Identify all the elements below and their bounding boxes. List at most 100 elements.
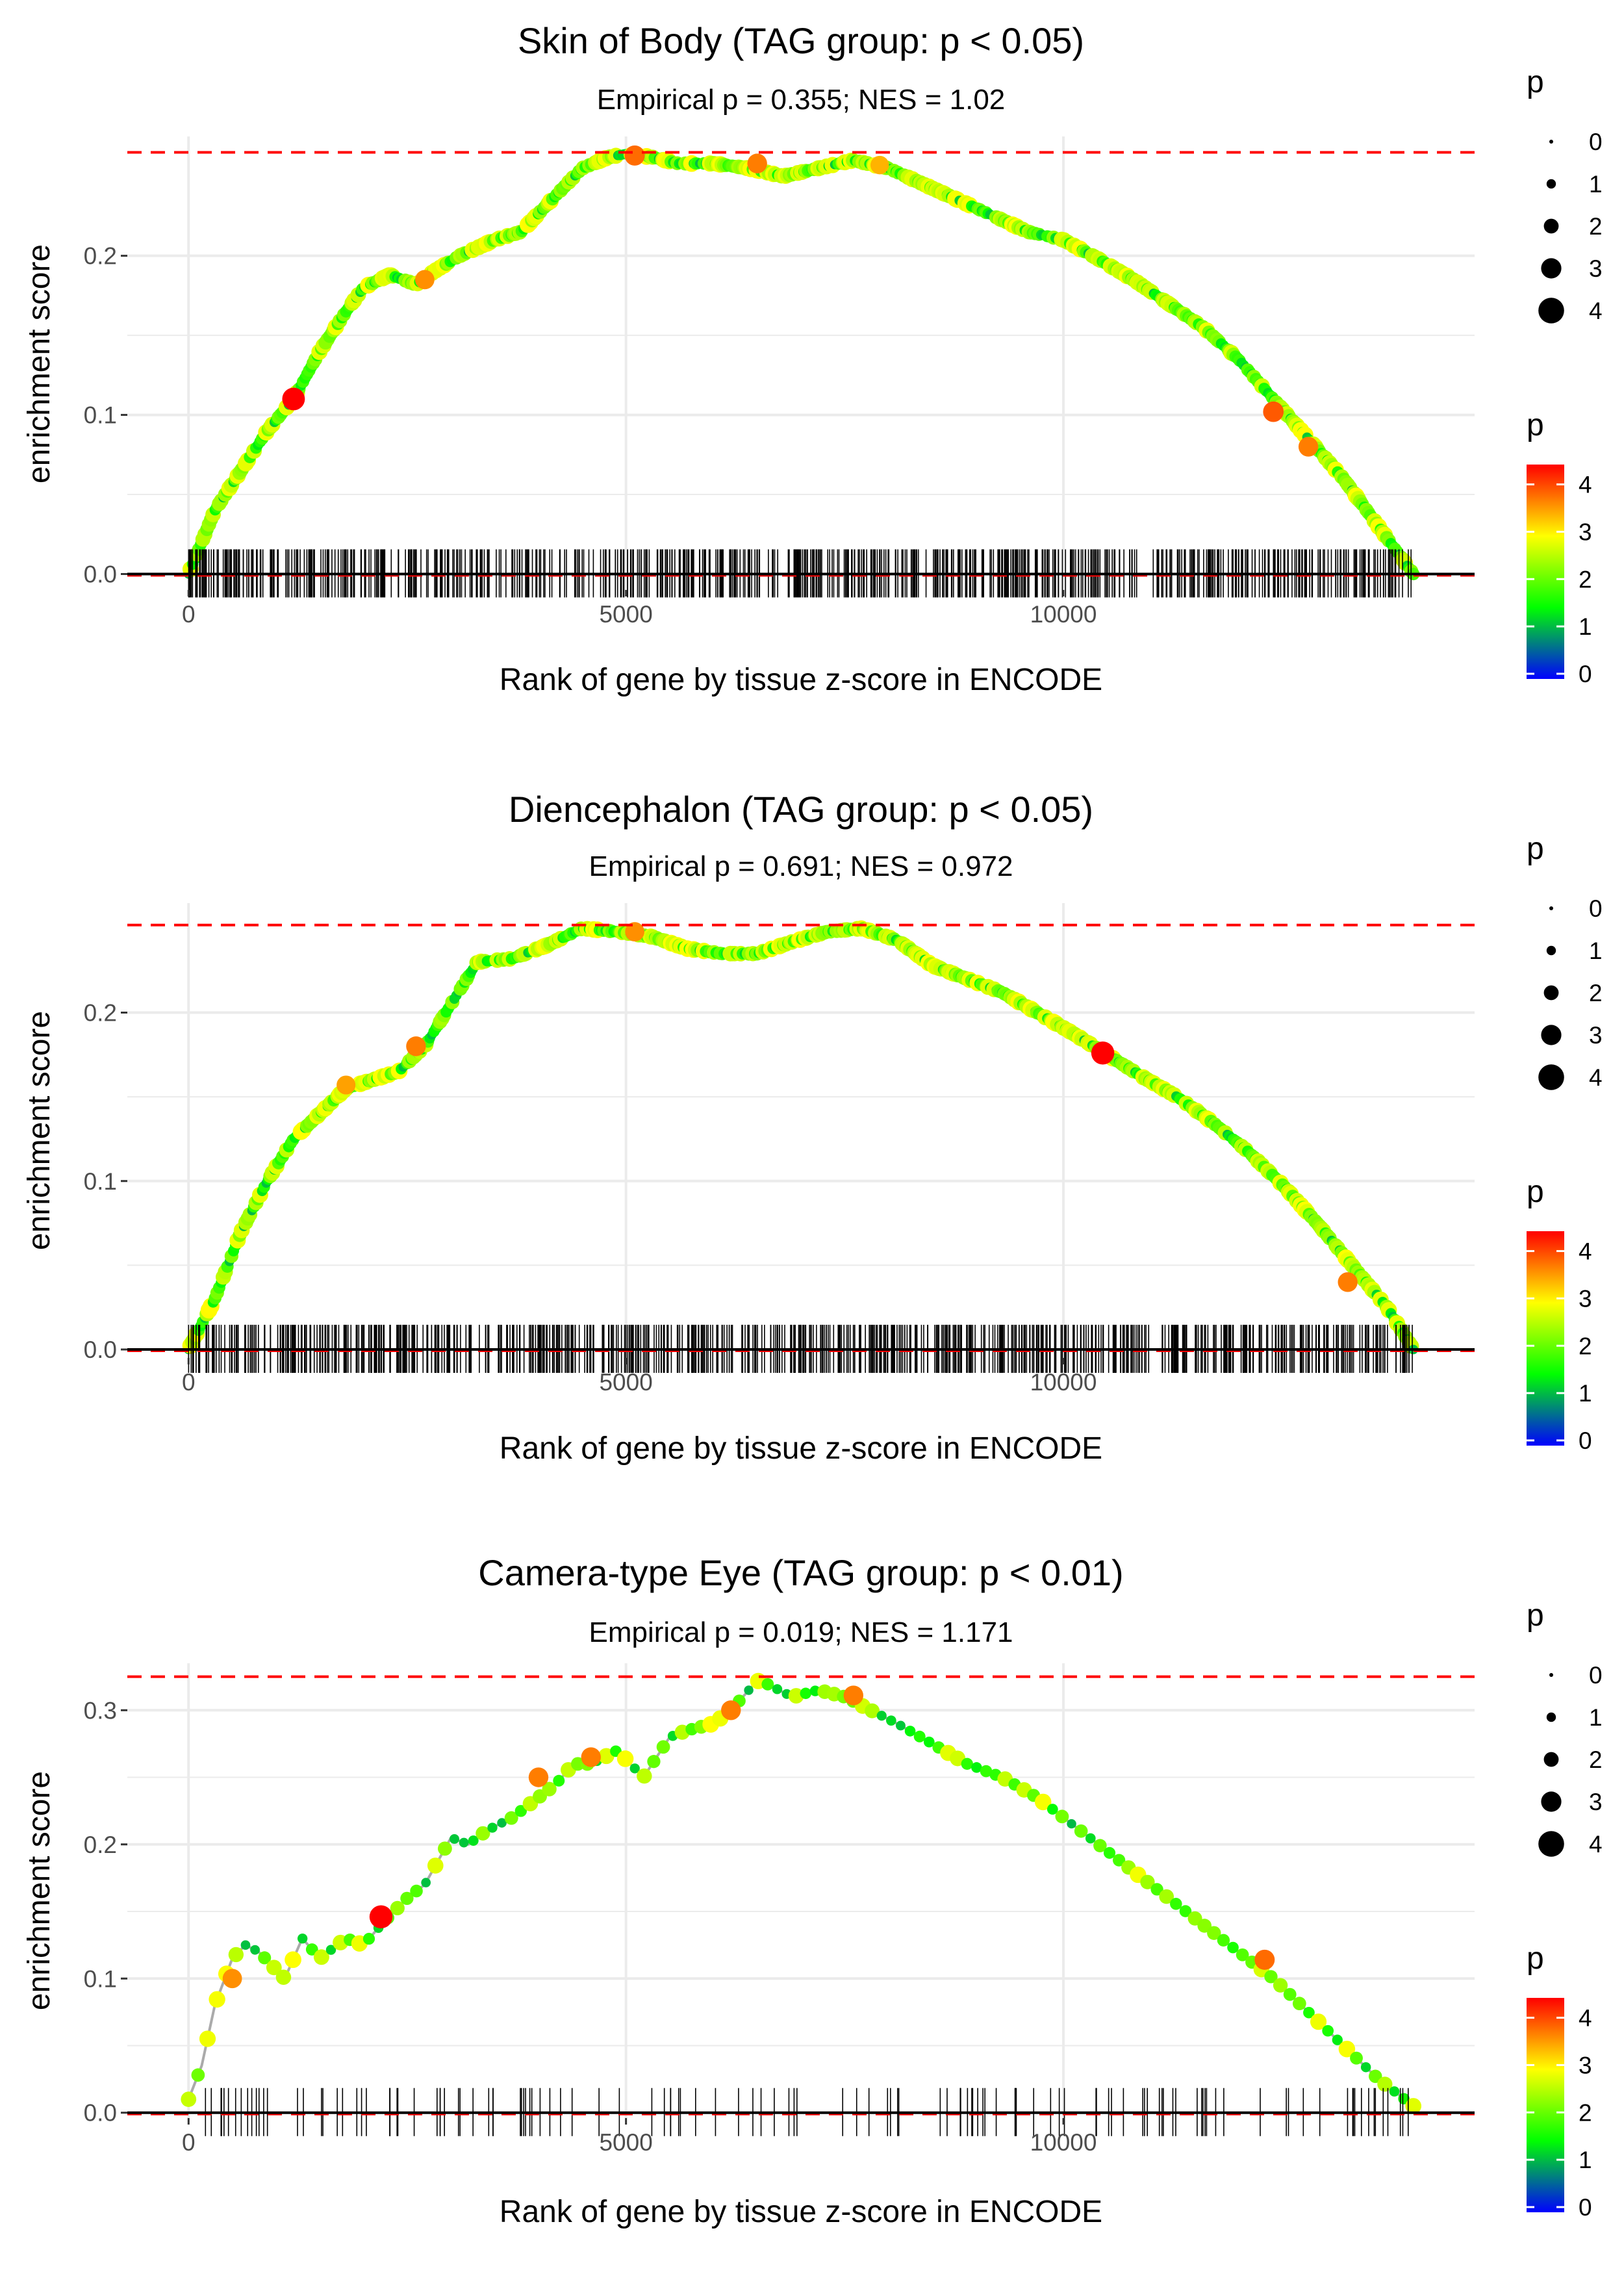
highlight-point <box>415 270 435 290</box>
y-tick-label: 0.3 <box>84 1697 117 1724</box>
data-point <box>514 1805 527 1817</box>
size-legend-key <box>1538 1064 1564 1090</box>
data-point <box>487 1822 498 1833</box>
color-legend-title: p <box>1527 1941 1544 1976</box>
y-tick-label: 0.2 <box>84 243 117 270</box>
data-point <box>1332 2034 1343 2045</box>
highlight-point <box>528 1767 549 1787</box>
running-line <box>187 1679 1414 2108</box>
data-point <box>1074 1824 1088 1838</box>
data-point <box>1360 2062 1371 2073</box>
data-point <box>285 1951 301 1969</box>
size-legend-label: 2 <box>1589 980 1603 1006</box>
x-tick-label: 10000 <box>1030 1369 1097 1396</box>
y-axis-title: enrichment score <box>22 1011 57 1250</box>
data-point <box>761 1678 774 1691</box>
color-legend-label: 1 <box>1579 2147 1592 2173</box>
size-legend-title: p <box>1527 1598 1544 1633</box>
data-point <box>1283 1987 1297 2001</box>
color-legend-label: 4 <box>1579 2005 1592 2032</box>
highlight-point <box>843 1685 864 1706</box>
x-tick-label: 0 <box>182 2129 196 2156</box>
color-legend-label: 2 <box>1579 2099 1592 2126</box>
data-point <box>468 1835 479 1846</box>
colorbar <box>1527 1231 1564 1446</box>
grid <box>127 903 1475 1358</box>
data-point <box>553 1774 565 1787</box>
data-point <box>275 1969 292 1985</box>
color-legend-label: 4 <box>1579 1238 1592 1265</box>
data-point <box>305 1943 318 1956</box>
y-axis-title: enrichment score <box>22 1771 57 2010</box>
chart-title: Camera-type Eye (TAG group: p < 0.01) <box>478 1552 1123 1593</box>
data-point <box>1093 1839 1107 1852</box>
data-point <box>1236 1948 1249 1961</box>
highlight-point <box>282 387 305 411</box>
highlight-point <box>222 1969 242 1989</box>
data-point <box>647 1755 661 1769</box>
data-point <box>181 2091 197 2107</box>
color-legend-label: 0 <box>1579 2194 1592 2221</box>
size-legend-label: 1 <box>1589 1704 1603 1731</box>
data-point <box>1113 1854 1126 1867</box>
y-tick-label: 0.2 <box>84 1832 117 1858</box>
data-point <box>904 1726 916 1737</box>
data-points <box>182 920 1419 1355</box>
size-legend-label: 2 <box>1589 213 1603 240</box>
highlight-point <box>1263 401 1284 422</box>
data-point <box>421 1878 431 1887</box>
data-point <box>437 1841 452 1856</box>
data-point <box>1310 2013 1327 2030</box>
running-es-line <box>187 152 1415 575</box>
color-legend-label: 3 <box>1579 2052 1592 2078</box>
x-tick-label: 0 <box>182 601 196 628</box>
y-tick-label: 0.0 <box>84 1336 117 1363</box>
color-legend-title: p <box>1527 1175 1544 1209</box>
highlight-point <box>1091 1041 1115 1065</box>
grid <box>127 136 1475 590</box>
data-point <box>886 1715 896 1726</box>
chart-title: Diencephalon (TAG group: p < 0.05) <box>509 789 1093 830</box>
data-point <box>362 1932 375 1945</box>
data-point <box>410 1884 423 1898</box>
highlight-point <box>581 1747 601 1767</box>
data-point <box>427 1858 444 1874</box>
highlight-point <box>369 1905 393 1929</box>
x-axis-title: Rank of gene by tissue z-score in ENCODE <box>500 663 1102 697</box>
size-legend-label: 3 <box>1589 255 1603 282</box>
data-point <box>1055 1809 1069 1824</box>
data-points <box>182 145 1420 581</box>
data-point <box>1197 1919 1212 1933</box>
data-point <box>476 1826 490 1841</box>
size-legend-title: p <box>1527 65 1544 99</box>
data-point <box>1159 1889 1174 1904</box>
size-legend-key <box>1541 1025 1562 1045</box>
chart-subtitle: Empirical p = 0.019; NES = 1.171 <box>589 1616 1013 1648</box>
highlight-point <box>747 153 767 173</box>
data-point <box>228 1947 244 1963</box>
data-point <box>961 1757 973 1770</box>
color-legend-label: 0 <box>1579 1427 1592 1454</box>
highlight-point <box>1338 1272 1358 1292</box>
data-point <box>459 1837 469 1848</box>
color-legend-label: 3 <box>1579 1285 1592 1312</box>
data-point <box>313 1949 329 1965</box>
data-point <box>1179 1905 1192 1917</box>
highlight-point <box>336 1075 356 1095</box>
color-legend-label: 4 <box>1579 472 1592 498</box>
data-point <box>1170 1898 1182 1910</box>
size-legend-key <box>1546 945 1556 956</box>
highlight-point <box>406 1036 426 1056</box>
y-tick-label: 0.1 <box>84 402 117 429</box>
highlight-point <box>721 1700 741 1720</box>
data-point <box>1273 1978 1288 1993</box>
data-point <box>1140 1874 1155 1889</box>
size-legend-key <box>1549 906 1553 910</box>
data-point <box>656 1740 670 1754</box>
color-legend-title: p <box>1527 408 1544 442</box>
data-point <box>1207 1926 1221 1940</box>
y-tick-label: 0.2 <box>84 1000 117 1027</box>
data-point <box>1034 1793 1052 1811</box>
data-point <box>800 1687 812 1700</box>
